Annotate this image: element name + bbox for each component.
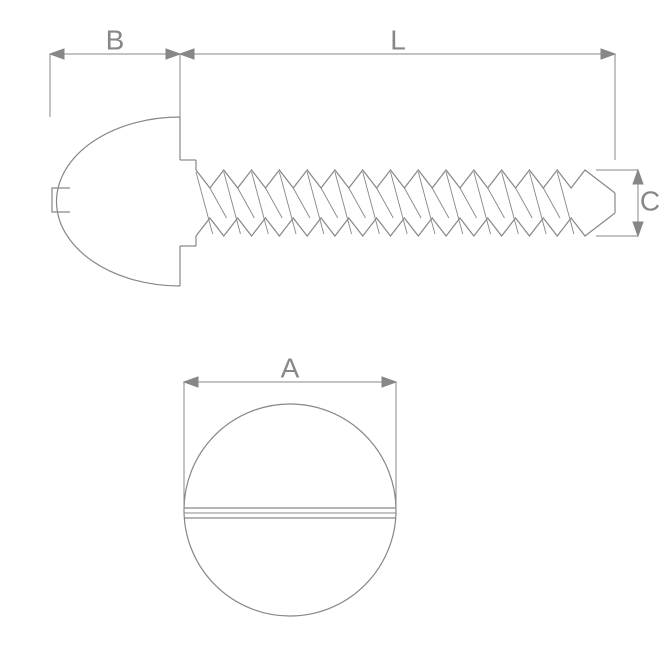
- svg-text:B: B: [106, 24, 125, 55]
- svg-text:A: A: [281, 352, 300, 383]
- svg-text:C: C: [640, 185, 660, 216]
- screw-dimension-diagram: B L C A: [0, 0, 670, 670]
- svg-text:L: L: [390, 24, 406, 55]
